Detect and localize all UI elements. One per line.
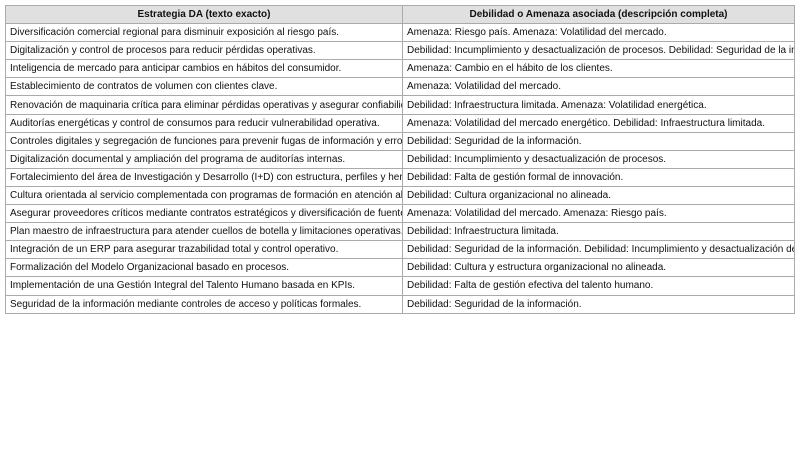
- header-cell: Estrategia DA (texto exacto): [5, 4, 403, 25]
- weakness-threat-cell: Debilidad: Cultura organizacional no ali…: [402, 185, 795, 206]
- weakness-threat-cell: Debilidad: Falta de gestión efectiva del…: [402, 276, 795, 296]
- table-header: Estrategia DA (texto exacto) Debilidad o…: [5, 4, 795, 25]
- strategy-cell: Establecimiento de contratos de volumen …: [5, 77, 403, 97]
- weakness-threat-cell: Debilidad: Seguridad de la información.: [402, 131, 795, 151]
- table-row: Formalización del Modelo Organizacional …: [5, 258, 795, 278]
- table-row: Fortalecimiento del área de Investigació…: [5, 167, 795, 187]
- weakness-threat-cell: Amenaza: Volatilidad del mercado energét…: [402, 113, 795, 133]
- table-row: Inteligencia de mercado para anticipar c…: [5, 59, 795, 79]
- header-row: Estrategia DA (texto exacto) Debilidad o…: [5, 4, 795, 25]
- weakness-threat-cell: Amenaza: Volatilidad del mercado.: [402, 77, 795, 97]
- table-row: Implementación de una Gestión Integral d…: [5, 276, 795, 296]
- weakness-threat-cell: Amenaza: Riesgo país. Amenaza: Volatilid…: [402, 23, 795, 43]
- strategy-cell: Integración de un ERP para asegurar traz…: [5, 240, 403, 260]
- weakness-threat-cell: Debilidad: Infraestructura limitada. Ame…: [402, 95, 795, 115]
- strategy-cell: Renovación de maquinaria crítica para el…: [5, 95, 403, 115]
- table-row: Plan maestro de infraestructura para ate…: [5, 222, 795, 242]
- weakness-threat-cell: Amenaza: Cambio en el hábito de los clie…: [402, 59, 795, 79]
- weakness-threat-cell: Debilidad: Cultura y estructura organiza…: [402, 258, 795, 278]
- weakness-threat-cell: Debilidad: Incumplimiento y desactualiza…: [402, 149, 795, 169]
- strategy-cell: Controles digitales y segregación de fun…: [5, 131, 403, 151]
- weakness-threat-cell: Debilidad: Infraestructura limitada.: [402, 222, 795, 242]
- strategy-cell: Asegurar proveedores críticos mediante c…: [5, 204, 403, 224]
- strategy-cell: Fortalecimiento del área de Investigació…: [5, 167, 403, 187]
- weakness-threat-cell: Debilidad: Incumplimiento y desactualiza…: [402, 41, 795, 61]
- table-row: Establecimiento de contratos de volumen …: [5, 77, 795, 97]
- strategy-cell: Auditorías energéticas y control de cons…: [5, 113, 403, 133]
- strategy-cell: Formalización del Modelo Organizacional …: [5, 258, 403, 278]
- strategy-cell: Implementación de una Gestión Integral d…: [5, 276, 403, 296]
- table: Estrategia DA (texto exacto) Debilidad o…: [5, 4, 795, 314]
- strategy-cell: Seguridad de la información mediante con…: [5, 294, 403, 314]
- table-row: Integración de un ERP para asegurar traz…: [5, 240, 795, 260]
- strategy-cell: Diversificación comercial regional para …: [5, 23, 403, 43]
- table-row: Auditorías energéticas y control de cons…: [5, 113, 795, 133]
- table-row: Digitalización documental y ampliación d…: [5, 149, 795, 169]
- strategy-cell: Cultura orientada al servicio complement…: [5, 185, 403, 206]
- table-row: Renovación de maquinaria crítica para el…: [5, 95, 795, 115]
- table-row: Controles digitales y segregación de fun…: [5, 131, 795, 151]
- strategy-cell: Inteligencia de mercado para anticipar c…: [5, 59, 403, 79]
- table-row: Asegurar proveedores críticos mediante c…: [5, 204, 795, 224]
- table-body: Diversificación comercial regional para …: [5, 23, 795, 314]
- table-row: Diversificación comercial regional para …: [5, 23, 795, 43]
- strategy-cell: Plan maestro de infraestructura para ate…: [5, 222, 403, 242]
- table-row: Seguridad de la información mediante con…: [5, 294, 795, 314]
- table-row: Cultura orientada al servicio complement…: [5, 185, 795, 206]
- header-cell: Debilidad o Amenaza asociada (descripció…: [402, 4, 795, 25]
- table-row: Digitalización y control de procesos par…: [5, 41, 795, 61]
- weakness-threat-cell: Amenaza: Volatilidad del mercado. Amenaz…: [402, 204, 795, 224]
- strategy-cell: Digitalización y control de procesos par…: [5, 41, 403, 61]
- weakness-threat-cell: Debilidad: Seguridad de la información. …: [402, 240, 795, 260]
- strategy-cell: Digitalización documental y ampliación d…: [5, 149, 403, 169]
- weakness-threat-cell: Debilidad: Falta de gestión formal de in…: [402, 167, 795, 187]
- weakness-threat-cell: Debilidad: Seguridad de la información.: [402, 294, 795, 314]
